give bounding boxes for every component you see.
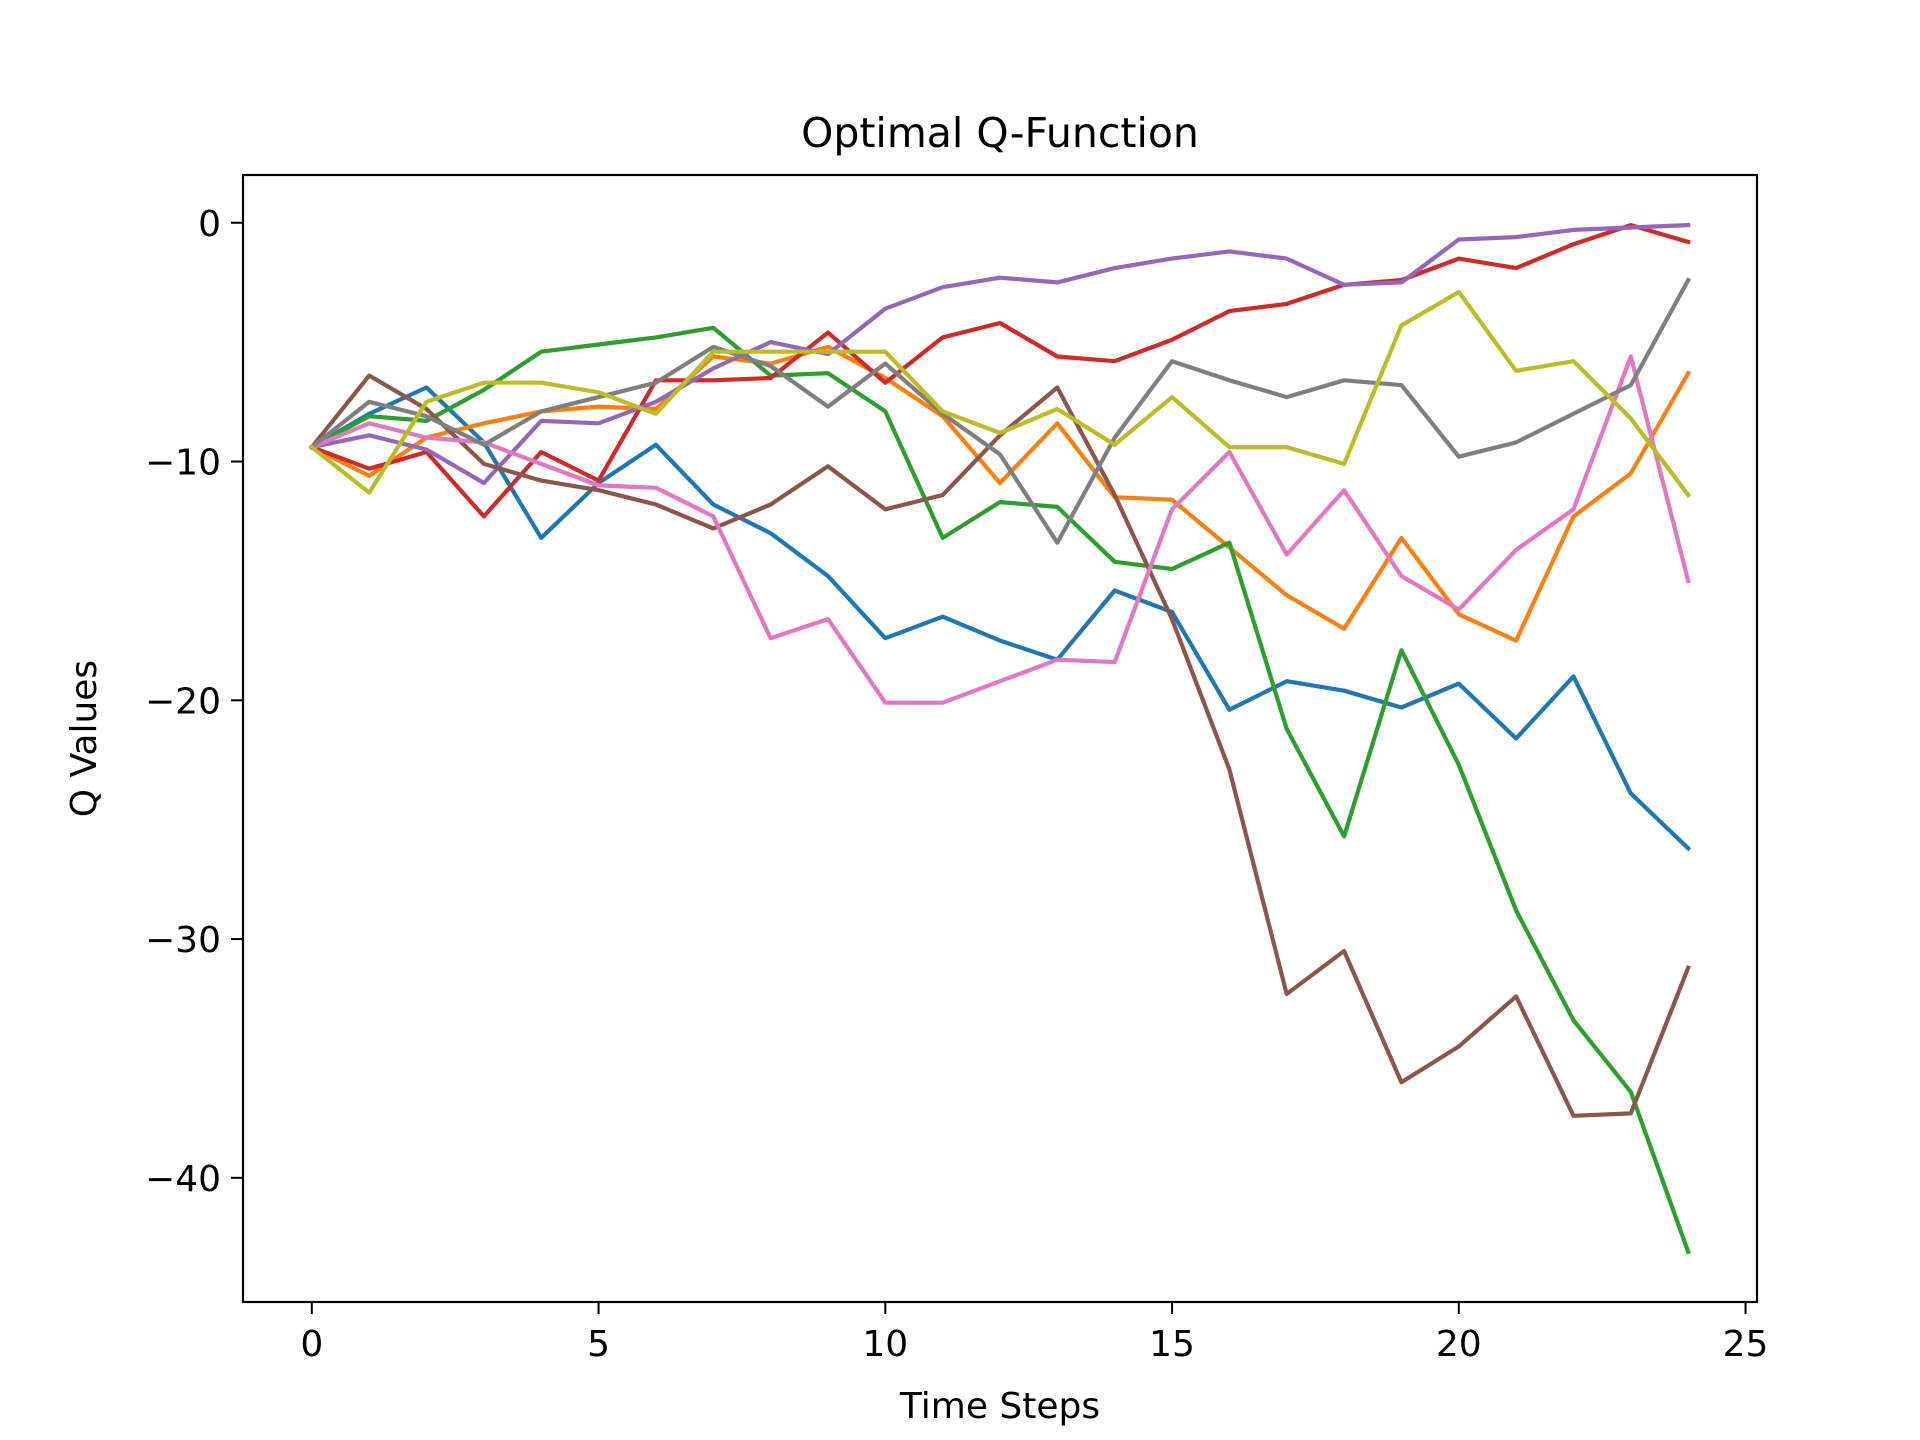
series-line-8 [308,277,1692,545]
y-tick-label: −40 [145,1159,221,1200]
series-line-9 [308,289,1692,498]
series-line-5 [309,222,1691,486]
series-layer [308,222,1692,1255]
y-tick-label: −30 [145,920,221,961]
y-axis-ticks: 0 −10 −20 −30 −40 [145,204,243,1200]
x-tick-label: 25 [1723,1324,1769,1365]
chart-title: Optimal Q-Function [801,109,1199,157]
x-tick-label: 0 [300,1324,323,1365]
x-tick-label: 5 [587,1324,610,1365]
series-line-4 [309,223,1691,519]
x-axis-label: Time Steps [899,1386,1100,1427]
series-line-6 [308,373,1691,1118]
plot-frame [241,173,1759,1304]
y-tick-label: −20 [145,681,221,722]
x-tick-label: 10 [862,1324,908,1365]
series-line-3 [308,325,1691,1255]
y-tick-label: 0 [198,204,221,245]
series-line-1 [308,385,1692,852]
x-axis-ticks: 0 5 10 15 20 25 [300,1302,1768,1365]
x-tick-label: 15 [1149,1324,1195,1365]
series-line-7 [309,354,1691,705]
x-tick-label: 20 [1436,1324,1482,1365]
y-axis-label: Q Values [64,660,105,817]
y-tick-label: −10 [145,443,221,484]
